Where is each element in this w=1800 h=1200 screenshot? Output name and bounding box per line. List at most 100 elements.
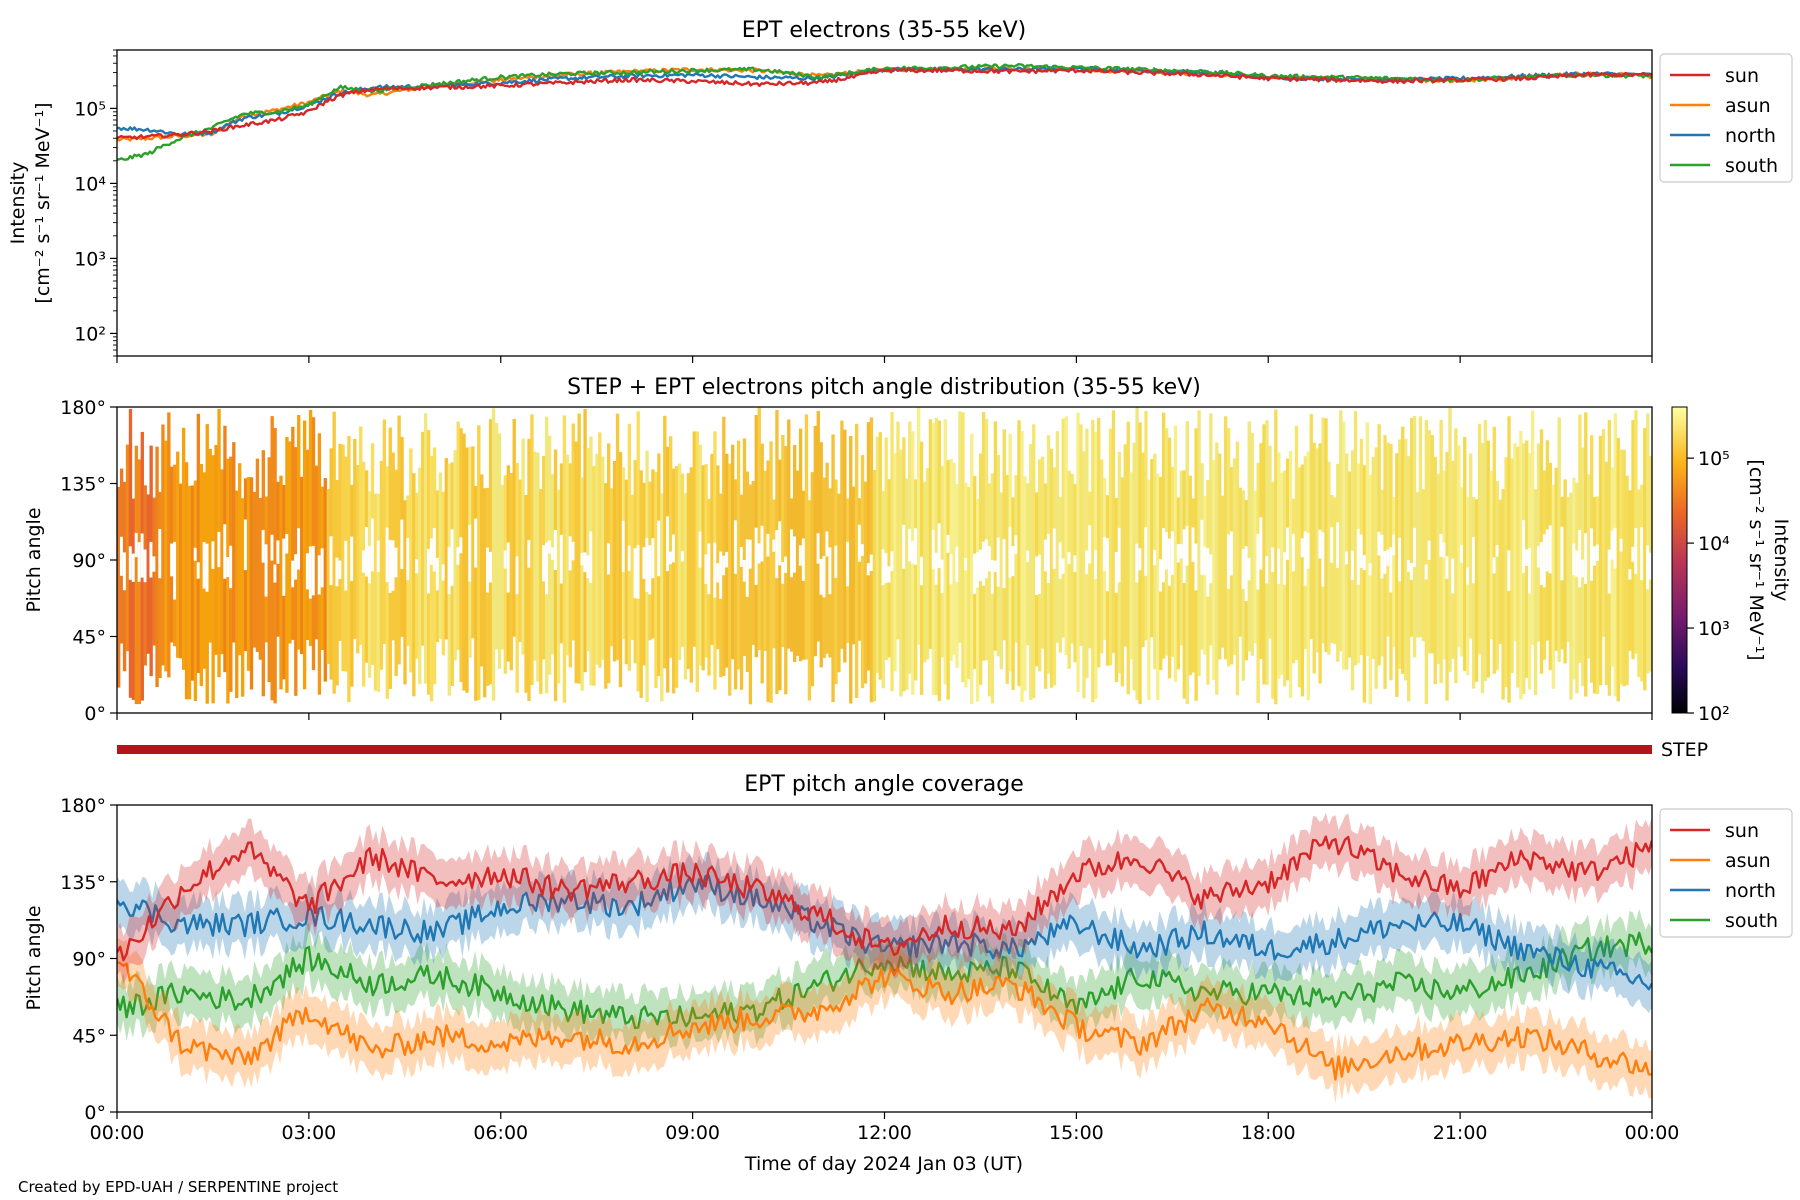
heatmap-column bbox=[1023, 476, 1027, 691]
y-tick-label: 90° bbox=[72, 550, 106, 572]
heatmap-column bbox=[571, 423, 575, 641]
heatmap-gap bbox=[704, 554, 708, 585]
y-tick-label: 10² bbox=[74, 323, 106, 345]
heatmap-gap bbox=[1424, 564, 1429, 580]
heatmap-gap bbox=[1359, 534, 1364, 568]
heatmap-gap bbox=[931, 529, 936, 570]
heatmap-column bbox=[491, 408, 496, 701]
heatmap-column bbox=[362, 461, 366, 687]
heatmap-column bbox=[1061, 418, 1065, 638]
heatmap-gap bbox=[976, 552, 980, 588]
heatmap-column bbox=[288, 441, 292, 644]
colorbar-tick-label: 10² bbox=[1698, 703, 1730, 725]
heatmap-column bbox=[267, 457, 271, 683]
heatmap-column bbox=[302, 420, 307, 690]
heatmap-column bbox=[671, 468, 676, 694]
heatmap-gap bbox=[571, 541, 575, 561]
heatmap-column bbox=[689, 467, 694, 683]
heatmap-gap bbox=[801, 538, 806, 581]
heatmap-gap bbox=[1191, 527, 1195, 562]
heatmap-gap bbox=[450, 529, 454, 586]
heatmap-column bbox=[503, 475, 508, 674]
heatmap-gap bbox=[1442, 542, 1446, 558]
heatmap-gap bbox=[633, 548, 637, 599]
heatmap-gap bbox=[1610, 530, 1615, 560]
heatmap-gap bbox=[1350, 550, 1355, 581]
heatmap-column bbox=[630, 494, 634, 640]
heatmap-gap bbox=[745, 539, 750, 597]
heatmap-column bbox=[896, 421, 900, 640]
heatmap-gap bbox=[329, 536, 333, 586]
heatmap-gap bbox=[902, 524, 906, 569]
heatmap-gap bbox=[488, 551, 493, 583]
heatmap-gap bbox=[1445, 556, 1449, 579]
heatmap-column bbox=[131, 498, 136, 700]
heatmap-column bbox=[550, 474, 555, 655]
heatmap-gap bbox=[887, 566, 891, 583]
heatmap-gap bbox=[973, 553, 977, 594]
heatmap-column bbox=[728, 463, 732, 696]
heatmap-column bbox=[766, 460, 770, 702]
heatmap-column bbox=[193, 480, 198, 701]
legend-label-sun: sun bbox=[1725, 820, 1759, 842]
heatmap-gap bbox=[1584, 533, 1588, 584]
heatmap-gap bbox=[1038, 554, 1042, 594]
heatmap-column bbox=[993, 421, 998, 651]
heatmap-column bbox=[1510, 458, 1514, 673]
heatmap-gap bbox=[666, 516, 670, 572]
heatmap-column bbox=[1300, 464, 1305, 697]
heatmap-column bbox=[1436, 473, 1440, 665]
heatmap-column bbox=[353, 438, 357, 639]
heatmap-gap bbox=[1409, 563, 1414, 580]
heatmap-gap bbox=[1539, 542, 1544, 585]
heatmap-gap bbox=[754, 527, 758, 585]
heatmap-column bbox=[1368, 474, 1372, 705]
heatmap-column bbox=[1631, 420, 1635, 660]
heatmap-column bbox=[1330, 495, 1334, 643]
heatmap-column bbox=[125, 444, 130, 652]
heatmap-gap bbox=[1179, 544, 1184, 559]
heatmap-gap bbox=[229, 545, 233, 589]
heatmap-column bbox=[928, 419, 933, 649]
heatmap-gap bbox=[1026, 550, 1030, 562]
y-tick-label: 45° bbox=[72, 1025, 106, 1047]
heatmap-column bbox=[787, 419, 791, 649]
heatmap-gap bbox=[792, 536, 797, 573]
heatmap-gap bbox=[1244, 546, 1248, 601]
heatmap-gap bbox=[545, 542, 549, 595]
heatmap-gap bbox=[205, 543, 209, 592]
heatmap-column bbox=[1097, 417, 1101, 668]
heatmap-column bbox=[1395, 453, 1399, 697]
heatmap-gap bbox=[1592, 546, 1597, 566]
heatmap-column bbox=[1309, 413, 1313, 639]
heatmap-gap bbox=[984, 539, 989, 579]
heatmap-column bbox=[1088, 491, 1092, 649]
heatmap-gap bbox=[580, 552, 584, 566]
heatmap-gap bbox=[1291, 533, 1296, 572]
heatmap-column bbox=[1409, 418, 1414, 637]
panel2-xaxis bbox=[116, 713, 1653, 720]
heatmap-column bbox=[385, 466, 389, 699]
heatmap-column bbox=[1111, 410, 1116, 653]
step-label: STEP bbox=[1661, 739, 1708, 761]
heatmap-column bbox=[1530, 410, 1535, 645]
heatmap-gap bbox=[1607, 549, 1612, 594]
heatmap-column bbox=[1566, 496, 1570, 643]
legend-frame bbox=[1659, 808, 1793, 938]
heatmap-gap bbox=[798, 545, 803, 566]
panel3-series bbox=[117, 812, 1652, 1104]
heatmap-column bbox=[1598, 435, 1603, 686]
heatmap-column bbox=[1457, 445, 1461, 648]
series-line-north bbox=[117, 874, 1652, 991]
heatmap-gap bbox=[1303, 531, 1308, 586]
heatmap-column bbox=[837, 493, 841, 673]
heatmap-column bbox=[1271, 481, 1275, 699]
heatmap-gap bbox=[583, 552, 587, 573]
heatmap-column bbox=[763, 470, 767, 651]
heatmap-gap bbox=[1153, 549, 1157, 566]
heatmap-column bbox=[1415, 492, 1420, 638]
heatmap-column bbox=[1646, 413, 1650, 674]
x-tick-label: 03:00 bbox=[281, 1122, 336, 1144]
heatmap-column bbox=[1386, 442, 1390, 637]
heatmap-gap bbox=[1548, 525, 1553, 574]
